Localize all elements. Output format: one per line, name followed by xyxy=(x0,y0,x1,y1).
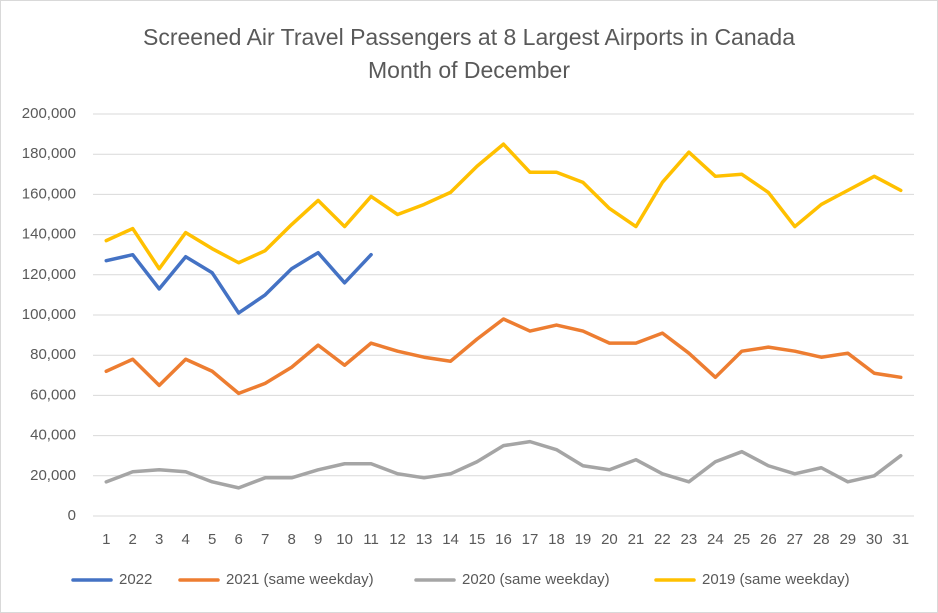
x-tick-label: 22 xyxy=(654,531,671,548)
y-tick-label: 40,000 xyxy=(30,427,76,444)
x-tick-label: 29 xyxy=(839,531,856,548)
x-tick-label: 2 xyxy=(129,531,137,548)
chart-title: Screened Air Travel Passengers at 8 Larg… xyxy=(143,24,795,50)
y-tick-label: 160,000 xyxy=(22,185,76,202)
x-tick-label: 11 xyxy=(363,531,379,548)
x-tick-label: 1 xyxy=(102,531,110,548)
x-tick-label: 25 xyxy=(734,531,751,548)
y-tick-label: 20,000 xyxy=(30,467,76,484)
x-tick-label: 9 xyxy=(314,531,322,548)
x-tick-label: 15 xyxy=(469,531,486,548)
series-line xyxy=(104,250,373,315)
y-tick-label: 60,000 xyxy=(30,386,76,403)
x-tick-label: 4 xyxy=(182,531,190,548)
y-tick-label: 0 xyxy=(68,507,76,524)
legend-label: 2020 (same weekday) xyxy=(462,571,610,588)
y-tick-label: 140,000 xyxy=(22,226,76,243)
x-tick-label: 23 xyxy=(681,531,698,548)
chart-subtitle: Month of December xyxy=(368,57,570,83)
x-tick-label: 24 xyxy=(707,531,724,548)
x-tick-label: 26 xyxy=(760,531,777,548)
legend-label: 2021 (same weekday) xyxy=(226,571,374,588)
series-line xyxy=(104,317,903,396)
x-tick-label: 10 xyxy=(336,531,353,548)
y-tick-label: 180,000 xyxy=(22,145,76,162)
x-tick-label: 16 xyxy=(495,531,512,548)
x-tick-label: 8 xyxy=(287,531,295,548)
legend-label: 2019 (same weekday) xyxy=(702,571,850,588)
x-tick-label: 13 xyxy=(416,531,433,548)
x-tick-label: 5 xyxy=(208,531,216,548)
x-tick-label: 14 xyxy=(442,531,459,548)
y-tick-label: 120,000 xyxy=(22,266,76,283)
x-tick-label: 17 xyxy=(522,531,539,548)
x-tick-label: 30 xyxy=(866,531,883,548)
y-tick-label: 200,000 xyxy=(22,105,76,122)
x-tick-label: 20 xyxy=(601,531,618,548)
x-tick-label: 21 xyxy=(628,531,645,548)
x-tick-label: 19 xyxy=(575,531,592,548)
y-tick-label: 80,000 xyxy=(30,346,76,363)
y-tick-label: 100,000 xyxy=(22,306,76,323)
x-tick-label: 27 xyxy=(786,531,803,548)
x-tick-label: 12 xyxy=(389,531,406,548)
x-tick-label: 31 xyxy=(892,531,909,548)
series-line xyxy=(104,142,903,271)
x-tick-label: 6 xyxy=(234,531,242,548)
x-tick-label: 18 xyxy=(548,531,565,548)
legend-label: 2022 xyxy=(119,571,152,588)
series-line xyxy=(104,439,903,490)
x-tick-label: 3 xyxy=(155,531,163,548)
x-tick-label: 7 xyxy=(261,531,269,548)
x-tick-label: 28 xyxy=(813,531,830,548)
